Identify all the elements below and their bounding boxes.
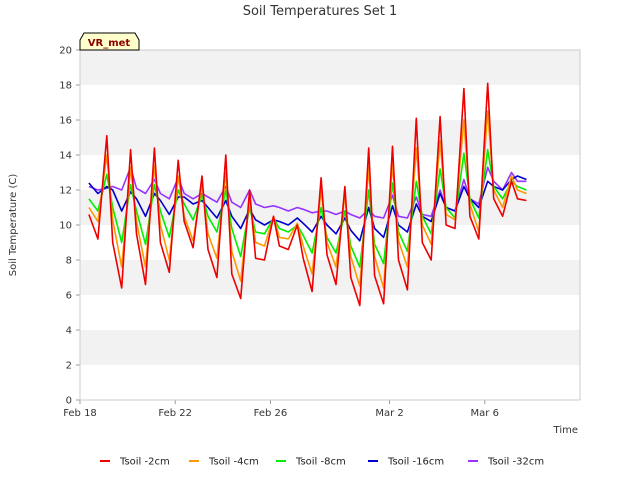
y-tick-label: 16	[59, 116, 72, 127]
x-tick-label: Feb 26	[254, 408, 288, 419]
chart-title: Soil Temperatures Set 1	[243, 4, 398, 19]
series-line-tsoil-8cm	[88, 148, 527, 268]
legend-item: Tsoil -32cm	[468, 457, 544, 468]
legend-label: Tsoil -8cm	[295, 457, 346, 468]
y-tick-label: 2	[66, 361, 72, 372]
y-tick-label: 20	[59, 46, 72, 57]
x-tick-label: Feb 22	[158, 408, 192, 419]
badge-background	[79, 32, 140, 51]
legend-item: Tsoil -8cm	[276, 457, 346, 468]
x-tick-label: Mar 2	[375, 408, 403, 419]
y-tick-label: 6	[66, 291, 72, 302]
series-line-tsoil-2cm	[88, 82, 527, 307]
y-tick-label: 4	[66, 326, 72, 337]
series-line-tsoil-16cm	[88, 175, 527, 242]
x-axis-label: Time	[553, 425, 578, 436]
y-tick-label: 14	[59, 151, 72, 162]
legend: Tsoil -2cm Tsoil -4cm Tsoil -8cm Tsoil -16c…	[100, 457, 544, 468]
legend-label: Tsoil -32cm	[487, 457, 544, 468]
series-lines	[88, 82, 527, 307]
y-tick-label: 18	[59, 81, 72, 92]
x-tick-label: Feb 18	[63, 408, 97, 419]
y-axis-label: Soil Temperature (C)	[8, 174, 19, 277]
x-axis-ticks: Feb 18 Feb 22 Feb 26 Mar 2 Mar 6	[63, 400, 499, 419]
legend-item: Tsoil -2cm	[100, 457, 170, 468]
grid-band	[80, 330, 580, 365]
y-tick-label: 12	[59, 186, 72, 197]
x-tick-label: Mar 6	[471, 408, 499, 419]
legend-label: Tsoil -16cm	[387, 457, 444, 468]
plot-frame	[79, 49, 581, 401]
legend-item: Tsoil -4cm	[189, 457, 259, 468]
grid-band	[80, 120, 580, 155]
y-tick-label: 8	[66, 256, 72, 267]
legend-label: Tsoil -4cm	[208, 457, 259, 468]
legend-item: Tsoil -16cm	[368, 457, 444, 468]
grid-band	[80, 50, 580, 85]
legend-label: Tsoil -2cm	[119, 457, 170, 468]
y-axis-ticks: 0 2 4 6 8 10 12 14 16 18 20	[59, 46, 80, 407]
series-line-tsoil-4cm	[88, 110, 527, 289]
badge-label: VR_met	[88, 38, 131, 49]
station-badge: VR_met	[79, 32, 140, 51]
y-tick-label: 10	[59, 221, 72, 232]
y-tick-label: 0	[66, 396, 72, 407]
